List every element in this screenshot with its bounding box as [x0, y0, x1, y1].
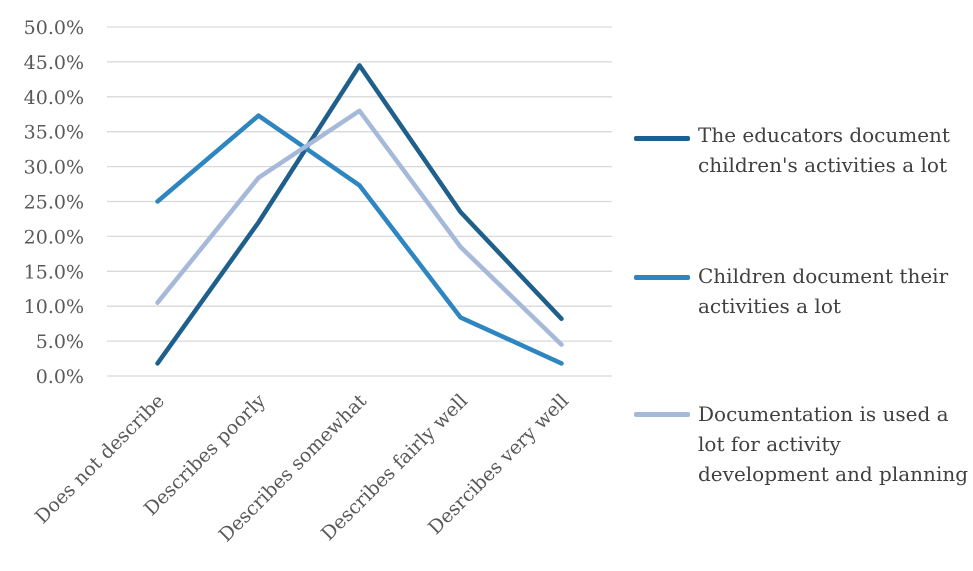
legend-label-children: Children document their activities a lot — [698, 264, 949, 318]
y-tick-label: 0.0% — [36, 366, 84, 388]
legend-label-educators: The educators document children's activi… — [698, 123, 950, 177]
series-line-2 — [155, 113, 564, 366]
y-tick-label: 50.0% — [24, 17, 84, 39]
series-line-1 — [155, 63, 564, 366]
legend-swatch-children — [634, 275, 690, 280]
y-tick-label: 40.0% — [24, 87, 84, 109]
legend-swatch-documentation — [634, 412, 690, 417]
y-tick-label: 30.0% — [24, 157, 84, 179]
y-tick-label: 5.0% — [36, 331, 84, 353]
legend-swatch-educators — [634, 136, 690, 141]
y-tick-label: 35.0% — [24, 122, 84, 144]
series-line-3 — [155, 108, 564, 347]
series-lines — [155, 63, 564, 366]
gridlines — [107, 26, 612, 377]
legend-label-documentation: Documentation is used a lot for activity… — [698, 402, 969, 486]
y-axis-tick-labels: 0.0% 5.0% 10.0% 15.0% 20.0% 25.0% 30.0% 35.0% 40… — [24, 17, 84, 388]
y-tick-label: 10.0% — [24, 296, 84, 318]
y-tick-label: 20.0% — [24, 226, 84, 248]
y-tick-label: 15.0% — [24, 261, 84, 283]
y-tick-label: 45.0% — [24, 52, 84, 74]
y-tick-label: 25.0% — [24, 192, 84, 214]
